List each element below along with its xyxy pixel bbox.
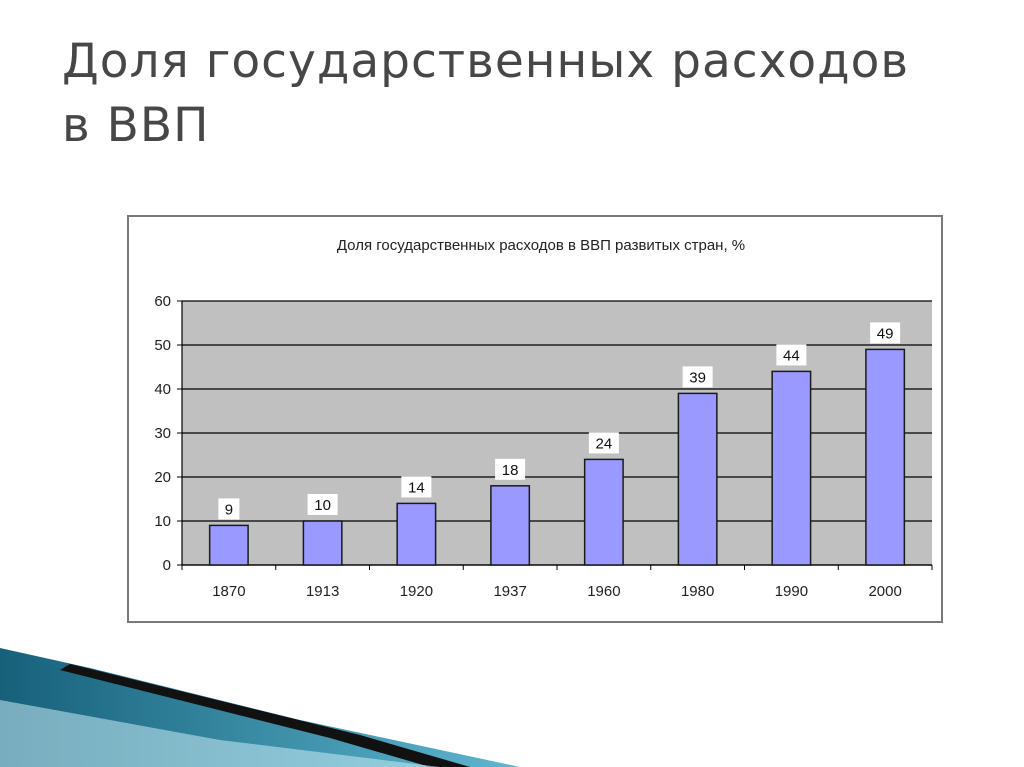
bar-1990 — [771, 370, 812, 566]
data-label-box — [588, 432, 619, 454]
x-tick-label: 1870 — [212, 583, 245, 600]
x-tick-label: 1913 — [306, 583, 339, 600]
wave-light-band — [0, 700, 440, 767]
x-tick-label: 2000 — [868, 583, 901, 600]
wave-black-stripe — [60, 664, 470, 767]
data-label-box — [870, 322, 901, 344]
data-label: 10 — [314, 497, 331, 514]
data-label: 39 — [689, 369, 706, 386]
y-tick-label: 40 — [154, 381, 171, 398]
data-label: 14 — [408, 479, 425, 496]
bar-1913 — [302, 520, 343, 566]
data-label-box — [776, 344, 807, 366]
data-label-box — [682, 366, 713, 388]
data-label-box — [401, 476, 432, 498]
x-tick-label: 1920 — [400, 583, 433, 600]
bar-1937 — [490, 485, 531, 566]
x-tick-label: 1990 — [775, 583, 808, 600]
bar-1920 — [396, 502, 437, 566]
chart-title: Доля государственных расходов в ВВП разв… — [337, 237, 745, 254]
bar-1960 — [583, 458, 624, 566]
y-tick-label: 20 — [154, 469, 171, 486]
data-label: 9 — [225, 501, 233, 518]
x-tick-label: 1937 — [493, 583, 526, 600]
y-tick-label: 60 — [154, 293, 171, 310]
data-label: 24 — [596, 435, 613, 452]
bar-1980 — [677, 392, 718, 566]
x-tick-label: 1980 — [681, 583, 714, 600]
bar-chart: Доля государственных расходов в ВВП разв… — [154, 237, 933, 600]
data-label: 49 — [877, 325, 894, 342]
x-tick-label: 1960 — [587, 583, 620, 600]
decorative-wave — [0, 648, 520, 767]
y-tick-label: 50 — [154, 337, 171, 354]
slide-title-line-2: в ВВП — [62, 98, 210, 153]
y-tick-label: 10 — [154, 513, 171, 530]
slide-title: Доля государственных расходов в ВВП — [62, 30, 982, 158]
data-label-box — [495, 458, 526, 480]
slide-title-line-1: Доля государственных расходов — [62, 34, 910, 89]
data-label: 18 — [502, 462, 519, 479]
y-tick-label: 0 — [163, 557, 171, 574]
chart-frame: Доля государственных расходов в ВВП разв… — [127, 215, 943, 623]
data-label: 44 — [783, 347, 800, 364]
data-label-box — [218, 498, 240, 520]
data-label-box — [307, 494, 338, 515]
y-tick-label: 30 — [154, 425, 171, 442]
bar-1870 — [208, 524, 249, 566]
bar-2000 — [865, 348, 906, 566]
